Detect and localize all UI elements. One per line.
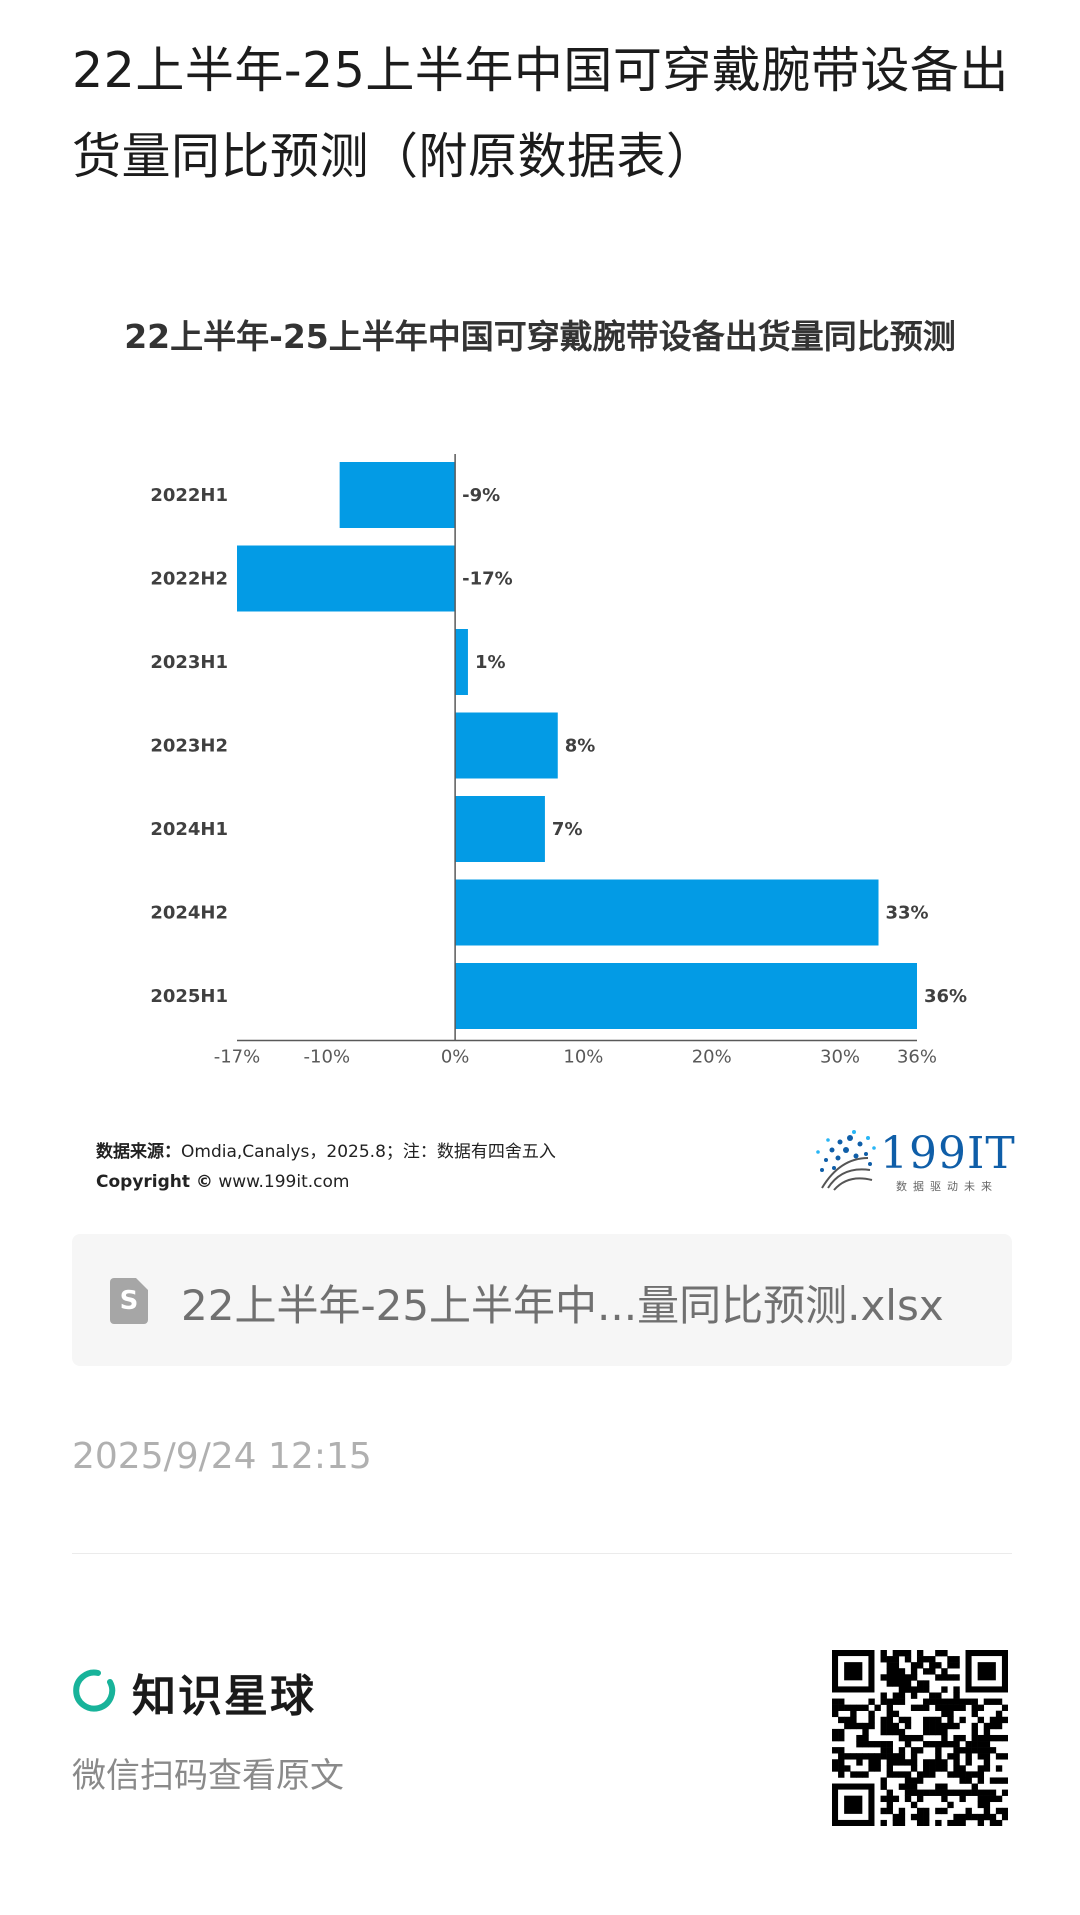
category-label: 2023H1 [150,652,228,673]
category-label: 2024H2 [150,903,228,924]
bar-2023H1 [455,629,468,695]
dandelion-logo-icon [816,1130,876,1191]
attachment-filename: 22上半年-25上半年中...量同比预测.xlsx [181,1281,944,1330]
divider [72,1553,1012,1554]
category-label: 2022H2 [150,569,228,590]
category-label: 2022H1 [150,485,228,506]
bar-2024H1 [455,796,545,862]
copyright-label: Copyright © [96,1172,213,1192]
file-icon-letter: S [119,1286,139,1316]
qr-code[interactable] [832,1650,1008,1826]
value-label: 7% [552,819,583,840]
x-tick-label: 30% [820,1047,860,1068]
value-label: 8% [565,736,596,757]
source-label: 数据来源： [96,1142,181,1162]
bar-2025H1 [455,963,917,1029]
x-tick-label: -17% [214,1047,261,1068]
bar-2022H2 [237,545,456,612]
scan-hint: 微信扫码查看原文 [72,1756,344,1796]
logo-tagline: 数据驱动未来 [896,1180,998,1193]
planet-ring-icon [73,1669,116,1712]
x-tick-label: 10% [563,1047,603,1068]
copyright-text: www.199it.com [218,1172,350,1192]
attachment-card[interactable]: S 22上半年-25上半年中...量同比预测.xlsx [72,1234,1012,1366]
x-tick-label: 36% [897,1047,937,1068]
x-tick-label: -10% [304,1047,351,1068]
bar-chart: 2022H1 -9% 2022H2 -17% 2023H1 1% 2023H2 8% 2024H… [150,454,967,1068]
bar-2024H2 [455,879,879,946]
bar-2023H2 [455,712,558,779]
value-label: 1% [475,652,506,673]
category-label: 2023H2 [150,736,228,757]
source-note: 数据来源：Omdia,Canalys，2025.8；注：数据有四舍五入 Copy… [96,1137,556,1197]
page-title: 22上半年-25上半年中国可穿戴腕带设备出货量同比预测（附原数据表） [72,42,1009,185]
value-label: 36% [924,986,967,1007]
bar-2022H1 [339,462,456,528]
x-tick-label: 20% [692,1047,732,1068]
value-label: 33% [886,903,929,924]
spreadsheet-file-icon: S [110,1278,148,1324]
value-label: -9% [462,485,500,506]
x-tick-label: 0% [441,1047,470,1068]
chart-title: 22上半年-25上半年中国可穿戴腕带设备出货量同比预测 [124,317,956,356]
post-timestamp: 2025/9/24 12:15 [72,1436,372,1477]
199it-logo: 199IT 数据驱动未来 [810,1128,1015,1198]
category-label: 2025H1 [150,986,228,1007]
source-text: Omdia,Canalys，2025.8；注：数据有四舍五入 [181,1142,556,1162]
brand-name: 知识星球 [132,1671,316,1722]
logo-name: 199IT [880,1128,1016,1179]
category-label: 2024H1 [150,819,228,840]
value-label: -17% [462,569,513,590]
